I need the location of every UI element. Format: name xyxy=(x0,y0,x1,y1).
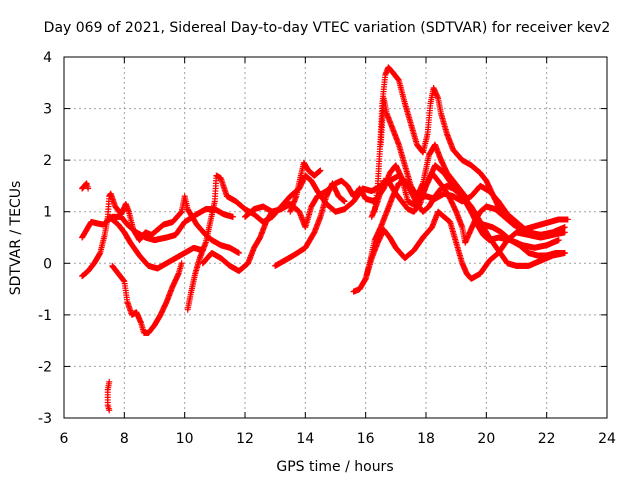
data-point xyxy=(120,277,127,284)
y-tick-label: 0 xyxy=(43,256,52,272)
x-tick-label: 6 xyxy=(60,431,69,447)
y-tick-label: 4 xyxy=(43,50,52,66)
series-track-k xyxy=(242,203,285,220)
x-tick-label: 12 xyxy=(236,431,254,447)
data-point xyxy=(561,229,568,236)
y-axis-label: SDTVAR / TECUs xyxy=(8,181,24,296)
data-point xyxy=(317,167,324,174)
series-track-j xyxy=(287,159,324,215)
data-point xyxy=(278,206,285,213)
y-tick-label: -2 xyxy=(38,359,52,375)
data-point xyxy=(229,213,236,220)
series-track-i xyxy=(272,180,348,269)
x-axis-label: GPS time / hours xyxy=(276,459,393,475)
data-point xyxy=(178,260,185,267)
data-point xyxy=(85,185,92,192)
data-point xyxy=(235,249,242,256)
x-tick-label: 18 xyxy=(417,431,435,447)
y-tick-label: 2 xyxy=(43,153,52,169)
series-track-f xyxy=(104,378,113,414)
data-point xyxy=(561,224,568,231)
data-points xyxy=(79,64,571,414)
series-track-e xyxy=(109,260,185,336)
x-tick-label: 10 xyxy=(176,431,194,447)
series-track-c xyxy=(79,190,242,280)
data-point xyxy=(106,407,113,414)
chart-title: Day 069 of 2021, Sidereal Day-to-day VTE… xyxy=(44,20,611,36)
data-point xyxy=(341,198,348,205)
y-tick-label: 3 xyxy=(43,102,52,118)
x-tick-label: 14 xyxy=(296,431,314,447)
series-track-l xyxy=(350,208,568,295)
x-tick-label: 8 xyxy=(120,431,129,447)
series-track-m xyxy=(371,64,514,223)
y-tick-label: -3 xyxy=(38,411,52,427)
x-tick-label: 20 xyxy=(477,431,495,447)
x-tick-label: 24 xyxy=(598,431,616,447)
x-tick-label: 22 xyxy=(538,431,556,447)
x-tick-label: 16 xyxy=(357,431,375,447)
y-tick-label: -1 xyxy=(38,308,52,324)
series-track-a xyxy=(79,180,92,192)
y-tick-label: 1 xyxy=(43,205,52,221)
